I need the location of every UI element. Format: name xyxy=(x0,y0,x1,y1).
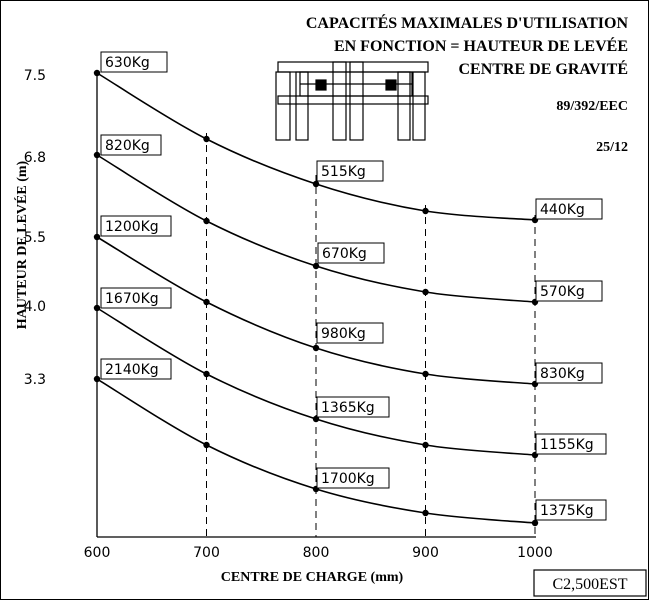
model-box xyxy=(533,569,647,597)
chart-title-line-3: CENTRE DE GRAVITÉ xyxy=(458,59,628,78)
data-point-s5-600 xyxy=(93,375,101,383)
capacity-label: 570Kg xyxy=(540,284,585,300)
data-point-s5-900 xyxy=(422,509,429,517)
data-point-s4-700 xyxy=(203,370,210,378)
x-axis-title: CENTRE DE CHARGE (mm) xyxy=(221,570,404,585)
chart-title-line-1: CAPACITÉS MAXIMALES D'UTILISATION xyxy=(306,13,629,32)
capacity-label-box xyxy=(100,215,172,237)
capacity-label: 670Kg xyxy=(322,246,367,262)
capacity-label: 980Kg xyxy=(321,326,366,342)
data-points xyxy=(93,69,539,527)
capacity-label-box xyxy=(316,467,390,489)
x-tick-label: 900 xyxy=(412,545,439,561)
chart-title-line-2: EN FONCTION = HAUTEUR DE LEVÉE xyxy=(334,36,628,55)
ratio-label: 25/12 xyxy=(596,140,628,155)
capacity-label-box xyxy=(100,358,172,380)
y-tick-label: 3.3 xyxy=(24,372,46,388)
curve-series-1 xyxy=(96,72,536,221)
forklift-carriage-icon xyxy=(275,61,429,141)
title-block: CAPACITÉS MAXIMALES D'UTILISATION EN FON… xyxy=(306,13,629,78)
x-tick-labels: 600 700 800 900 1000 xyxy=(84,545,553,561)
data-point-s1-800 xyxy=(312,180,320,188)
capacity-label-box xyxy=(535,198,603,220)
data-point-s5-1000 xyxy=(531,519,539,527)
model-code: C2,500EST xyxy=(552,576,627,593)
directive-code: 89/392/EEC xyxy=(556,99,628,114)
data-point-s4-600 xyxy=(93,304,101,312)
capacity-label-box xyxy=(535,499,607,521)
capacity-label: 630Kg xyxy=(105,55,150,71)
capacity-label: 1200Kg xyxy=(105,219,159,235)
data-point-s4-900 xyxy=(422,441,429,449)
data-point-s5-700 xyxy=(203,441,210,449)
x-tick-label: 600 xyxy=(84,545,111,561)
capacity-label-box xyxy=(100,287,172,309)
data-point-s1-600 xyxy=(93,69,101,77)
data-point-s3-900 xyxy=(422,370,429,378)
data-point-s2-600 xyxy=(93,151,101,159)
capacity-label: 440Kg xyxy=(540,202,585,218)
y-tick-labels: 7.5 6.8 5.5 4.0 3.3 xyxy=(24,68,46,388)
capacity-label: 1670Kg xyxy=(105,291,159,307)
y-axis-title: HAUTEUR DE LEVÉE (m) xyxy=(13,160,30,329)
data-point-s2-700 xyxy=(203,217,210,225)
data-point-s3-700 xyxy=(203,298,210,306)
x-tick-label: 800 xyxy=(303,545,330,561)
capacity-label-box xyxy=(100,51,168,73)
capacity-label-box xyxy=(535,433,607,455)
x-tick-label: 1000 xyxy=(517,545,553,561)
capacity-label-box xyxy=(316,322,384,344)
x-tick-label: 700 xyxy=(193,545,220,561)
y-tick-label: 6.8 xyxy=(24,150,46,166)
capacity-label-box xyxy=(316,160,384,182)
capacity-label-box xyxy=(535,362,603,384)
y-tick-label: 4.0 xyxy=(24,299,46,315)
capacity-label-box xyxy=(316,396,390,418)
capacity-label-box xyxy=(535,280,603,302)
capacity-label: 830Kg xyxy=(540,366,585,382)
capacity-label: 2140Kg xyxy=(105,362,159,378)
data-point-s2-800 xyxy=(312,262,320,270)
y-tick-label: 5.5 xyxy=(24,230,46,246)
capacity-label-box xyxy=(100,134,162,156)
data-point-s3-800 xyxy=(312,344,320,352)
capacity-label: 1155Kg xyxy=(540,437,594,453)
capacity-label-box xyxy=(317,242,385,264)
capacity-label: 1700Kg xyxy=(321,471,375,487)
y-tick-label: 7.5 xyxy=(24,68,46,84)
data-point-s3-600 xyxy=(93,233,101,241)
data-point-s1-900 xyxy=(422,207,429,215)
data-point-s2-900 xyxy=(422,288,429,296)
capacity-label: 820Kg xyxy=(105,138,150,154)
capacity-labels: 630Kg 515Kg 440Kg 820Kg 670Kg 570Kg 1200Kg 980K… xyxy=(100,51,607,521)
capacity-label: 515Kg xyxy=(321,164,366,180)
data-point-s1-700 xyxy=(203,135,210,143)
capacity-label: 1375Kg xyxy=(540,503,594,519)
dashed-gridlines xyxy=(206,133,536,537)
capacity-label: 1365Kg xyxy=(321,400,375,416)
